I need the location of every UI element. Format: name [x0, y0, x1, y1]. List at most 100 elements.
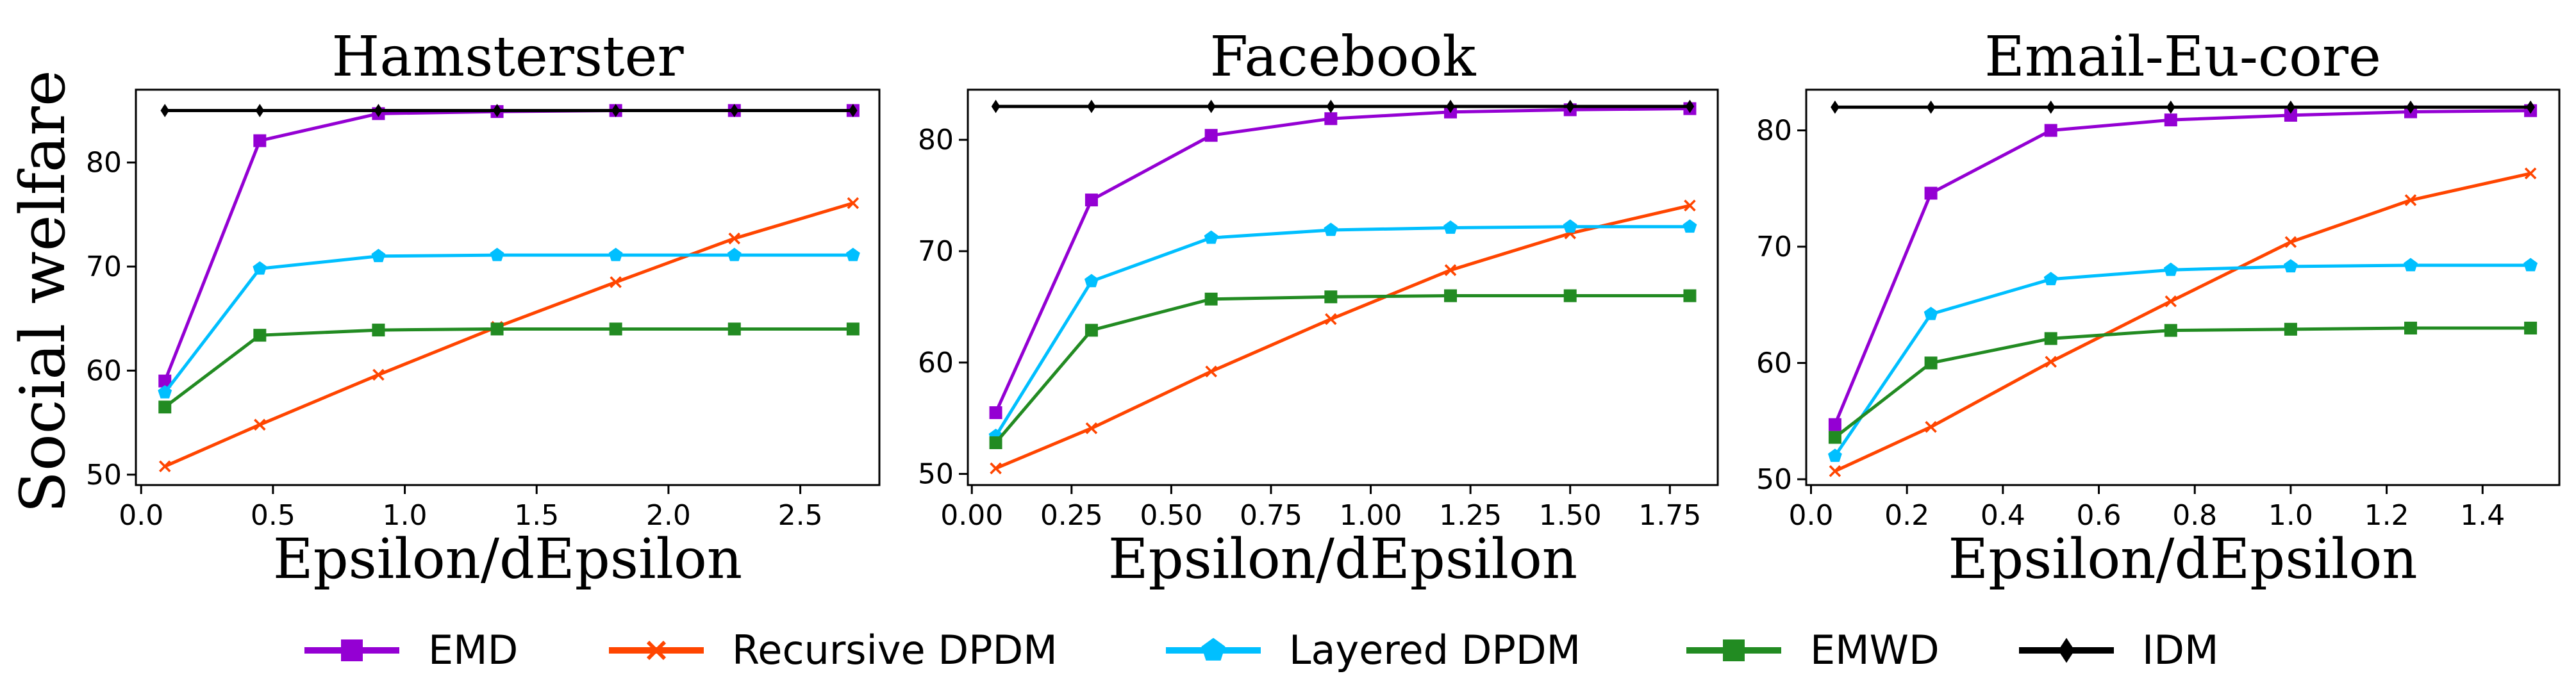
- x-tick-label: 0.0: [1788, 499, 1833, 532]
- plot-frame: [967, 88, 1719, 486]
- data-point: [1084, 274, 1099, 288]
- y-tick-label: 50: [1756, 463, 1792, 496]
- legend-item-recursive-dpdm: Recursive DPDM: [609, 627, 1058, 673]
- data-point: [2166, 100, 2175, 114]
- y-tick-label: 60: [86, 354, 122, 387]
- data-point: [1565, 99, 1575, 113]
- series-idm: [1831, 100, 2535, 114]
- data-point: [2286, 100, 2295, 114]
- y-tick-label: 80: [918, 124, 954, 156]
- data-point: [608, 247, 623, 261]
- data-point: [2164, 324, 2177, 337]
- data-point: [253, 261, 267, 275]
- y-tick-label: 70: [918, 235, 954, 268]
- x-tick-label: 0.0: [119, 499, 163, 532]
- data-point: [1924, 356, 1938, 370]
- series-idm: [991, 99, 1695, 113]
- chart-title: Facebook: [1210, 25, 1477, 89]
- data-point: [1085, 422, 1098, 434]
- y-tick-label: 50: [918, 458, 954, 491]
- legend-item-idm: IDM: [2019, 627, 2219, 673]
- data-point: [990, 462, 1002, 475]
- legend-item-layered-dpdm: Layered DPDM: [1166, 627, 1581, 673]
- data-point: [1084, 324, 1098, 337]
- x-tick-label: 1.4: [2460, 499, 2505, 532]
- x-tick-label: 2.5: [778, 499, 823, 532]
- data-point: [1925, 420, 1937, 433]
- data-point: [729, 104, 739, 117]
- data-point: [1324, 290, 1338, 304]
- data-point: [158, 400, 172, 414]
- data-point: [372, 368, 385, 381]
- x-tick-label: 1.75: [1638, 499, 1701, 532]
- x-tick-label: 1.50: [1539, 499, 1602, 532]
- x-tick-label: 1.0: [383, 499, 428, 532]
- x-tick-label: 0.50: [1140, 499, 1202, 532]
- data-point: [2163, 262, 2178, 276]
- data-point: [2165, 295, 2177, 308]
- data-point: [374, 104, 383, 117]
- legend: EMD Recursive DPDM Layered DPDM EMWD IDM: [304, 627, 2219, 673]
- chart-panel-2: Facebook 0.00 0.25 0.50 0.75 1.00 1.25 1.50 1.75…: [918, 25, 1719, 591]
- data-point: [2044, 124, 2057, 137]
- x-tick-label: 2.0: [646, 499, 691, 532]
- data-point: [609, 322, 622, 336]
- y-tick-label: 70: [1756, 231, 1792, 263]
- x-tick-label: 0.4: [1981, 499, 2025, 532]
- data-point: [2284, 108, 2297, 122]
- data-point: [1444, 289, 1458, 302]
- series-recursive-dpdm: [1829, 167, 2537, 477]
- series-emwd: [1828, 322, 2538, 444]
- legend-label: EMWD: [1810, 627, 1940, 673]
- x-axis-label: Epsilon/dEpsilon: [273, 527, 742, 591]
- data-point: [727, 322, 741, 336]
- legend-marker: [341, 639, 363, 661]
- x-tick-label: 0.75: [1240, 499, 1302, 532]
- plot-frame: [135, 88, 881, 486]
- series-emwd: [158, 322, 860, 414]
- data-point: [1205, 365, 1217, 377]
- series-emwd: [989, 289, 1697, 449]
- data-point: [2523, 258, 2538, 272]
- data-point: [1563, 289, 1577, 302]
- data-point: [1204, 292, 1218, 306]
- data-point: [2404, 258, 2418, 272]
- x-tick-label: 0.5: [251, 499, 295, 532]
- legend-marker: [1201, 638, 1226, 661]
- y-tick-label: 60: [1756, 347, 1792, 379]
- data-point: [989, 436, 1002, 449]
- data-point: [2404, 322, 2417, 335]
- y-tick-label: 80: [1756, 115, 1792, 147]
- data-point: [989, 406, 1002, 420]
- x-tick-label: 1.25: [1439, 499, 1502, 532]
- data-point: [2045, 356, 2057, 368]
- y-axis-label: Social welfare: [7, 70, 79, 513]
- x-tick-label: 0.2: [1884, 499, 1929, 532]
- series-idm: [160, 104, 858, 117]
- legend-marker: [646, 640, 667, 661]
- data-point: [2284, 322, 2297, 336]
- chart-panel-1: Hamsterster 0.0 0.5 1.0 1.5 2.0 2.5 50 60 70 80 Eps…: [86, 25, 881, 591]
- x-tick-label: 0.25: [1040, 499, 1103, 532]
- data-point: [1446, 99, 1455, 113]
- chart-panel-3: Email-Eu-core 0.0 0.2 0.4 0.6 0.8 1.0 1.2 1.4 50 6…: [1756, 25, 2561, 591]
- data-point: [846, 322, 860, 336]
- data-point: [1828, 431, 1841, 444]
- data-point: [1828, 418, 1841, 431]
- data-point: [1563, 219, 1577, 233]
- data-point: [1324, 222, 1338, 236]
- series-layered-dpdm: [988, 219, 1697, 442]
- x-tick-label: 1.0: [2268, 499, 2313, 532]
- series-layered-dpdm: [1827, 258, 2538, 462]
- data-point: [490, 247, 504, 261]
- data-point: [1204, 230, 1218, 244]
- x-axis-label: Epsilon/dEpsilon: [1948, 527, 2417, 591]
- x-tick-label: 1.5: [514, 499, 559, 532]
- y-tick-label: 80: [86, 147, 122, 179]
- data-point: [1683, 289, 1697, 302]
- x-tick-label: 0.8: [2172, 499, 2217, 532]
- data-point: [2404, 194, 2417, 206]
- y-tick-label: 60: [918, 347, 954, 379]
- data-point: [2044, 332, 2057, 345]
